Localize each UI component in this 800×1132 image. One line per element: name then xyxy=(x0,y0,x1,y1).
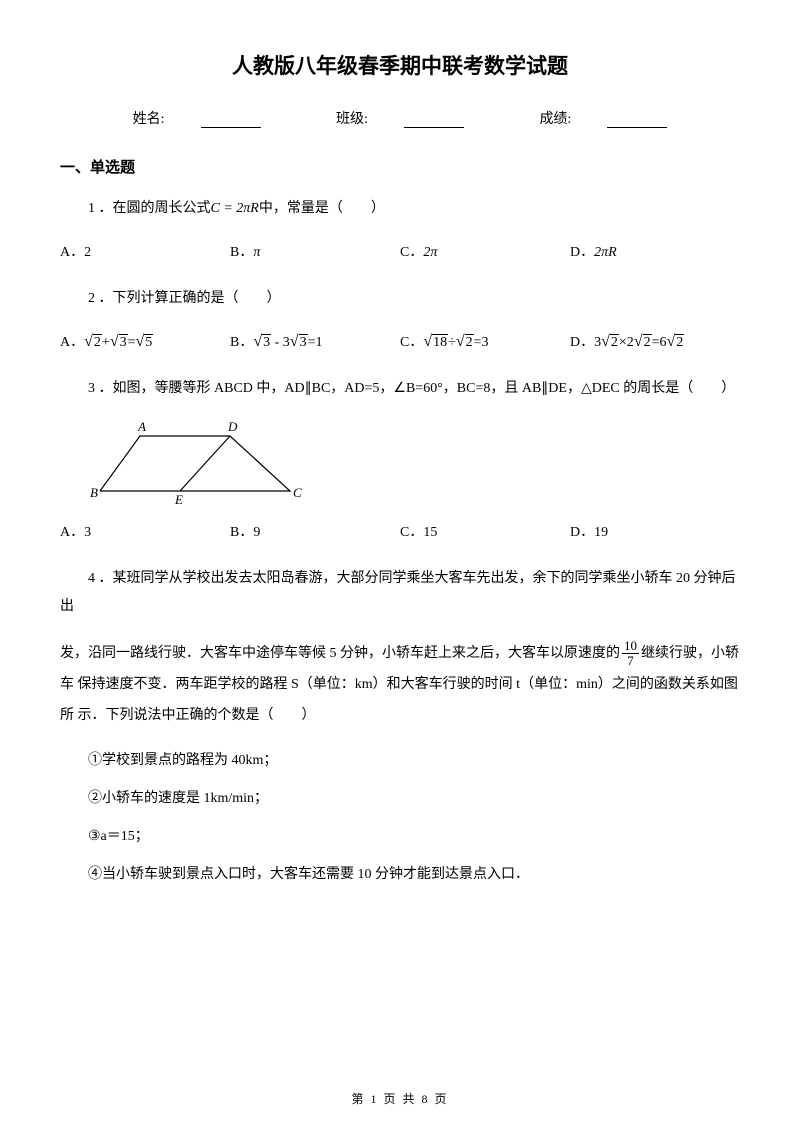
page-title: 人教版八年级春季期中联考数学试题 xyxy=(60,50,740,80)
student-info-line: 姓名: 班级: 成绩: xyxy=(60,108,740,128)
label-A: A xyxy=(137,421,146,434)
q4-sub1: ①学校到景点的路程为 40km； xyxy=(60,749,740,769)
q2-opt-d: D．32×22=62 xyxy=(570,331,740,351)
label-B: B xyxy=(90,485,98,500)
q2-options: A．2+3=5 B．3 - 33=1 C．18÷2=3 D．32×22=62 xyxy=(60,331,740,351)
q3-opt-d: D．19 xyxy=(570,521,740,541)
q2-opt-c: C．18÷2=3 xyxy=(400,331,570,351)
q1-opt-b: B．π xyxy=(230,241,400,261)
q4-sub3: ③a＝15； xyxy=(60,825,740,845)
q4-sub4: ④当小轿车驶到景点入口时，大客车还需要 10 分钟才能到达景点入口． xyxy=(60,863,740,883)
question-3: 3 ．如图，等腰等形 ABCD 中，AD∥BC，AD=5，∠B=60°，BC=8… xyxy=(60,375,740,403)
q3-diagram: A D B E C xyxy=(90,421,740,511)
question-4-line2: 发，沿同一路线行驶．大客车中途停车等候 5 分钟，小轿车赶上来之后，大客车以原速… xyxy=(60,639,740,731)
q1-opt-a: A．2 xyxy=(60,241,230,261)
label-D: D xyxy=(227,421,238,434)
q1-opt-d: D．2πR xyxy=(570,241,740,261)
q3-opt-b: B．9 xyxy=(230,521,400,541)
q4-sub2: ②小轿车的速度是 1km/min； xyxy=(60,787,740,807)
q1-stem-pre: 1 ．在圆的周长公式 xyxy=(88,201,211,216)
score-label: 成绩: xyxy=(539,112,571,127)
q2-opt-a: A．2+3=5 xyxy=(60,331,230,351)
question-1: 1 ．在圆的周长公式C = 2πR中，常量是（ ） xyxy=(60,195,740,223)
q2-opt-b: B．3 - 33=1 xyxy=(230,331,400,351)
section-1-header: 一、单选题 xyxy=(60,156,740,177)
question-4-line1: 4 ．某班同学从学校出发去太阳岛春游，大部分同学乘坐大客车先出发，余下的同学乘坐… xyxy=(60,565,740,621)
class-label: 班级: xyxy=(336,112,368,127)
q1-stem-post: 中，常量是（ ） xyxy=(259,201,385,216)
name-label: 姓名: xyxy=(133,112,165,127)
q3-options: A．3 B．9 C．15 D．19 xyxy=(60,521,740,541)
score-blank xyxy=(607,127,667,128)
class-blank xyxy=(404,127,464,128)
fraction-10-7: 107 xyxy=(622,639,639,669)
q3-opt-c: C．15 xyxy=(400,521,570,541)
label-E: E xyxy=(174,492,183,506)
label-C: C xyxy=(293,485,302,500)
name-blank xyxy=(201,127,261,128)
q1-opt-c: C．2π xyxy=(400,241,570,261)
q1-formula: C = 2πR xyxy=(211,201,259,216)
question-2: 2 ．下列计算正确的是（ ） xyxy=(60,285,740,313)
q3-opt-a: A．3 xyxy=(60,521,230,541)
page-footer: 第 1 页 共 8 页 xyxy=(0,1090,800,1107)
q1-options: A．2 B．π C．2π D．2πR xyxy=(60,241,740,261)
